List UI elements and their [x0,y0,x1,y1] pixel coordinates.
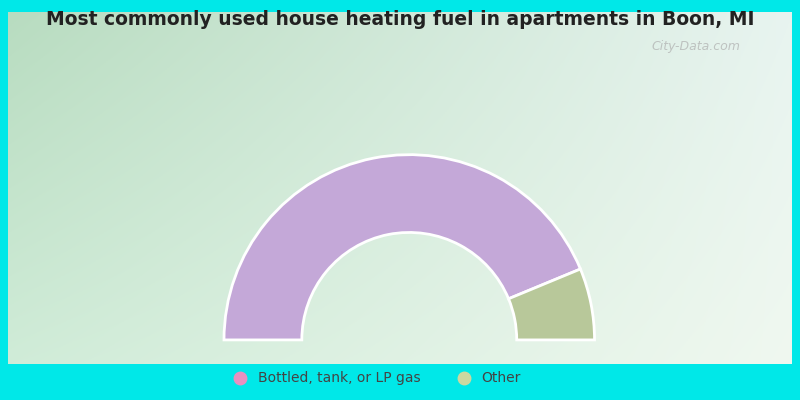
Text: City-Data.com: City-Data.com [651,40,741,53]
Text: Other: Other [482,371,521,385]
Text: Bottled, tank, or LP gas: Bottled, tank, or LP gas [258,371,420,385]
Wedge shape [509,269,594,340]
Text: Most commonly used house heating fuel in apartments in Boon, MI: Most commonly used house heating fuel in… [46,10,754,29]
Wedge shape [224,155,581,340]
